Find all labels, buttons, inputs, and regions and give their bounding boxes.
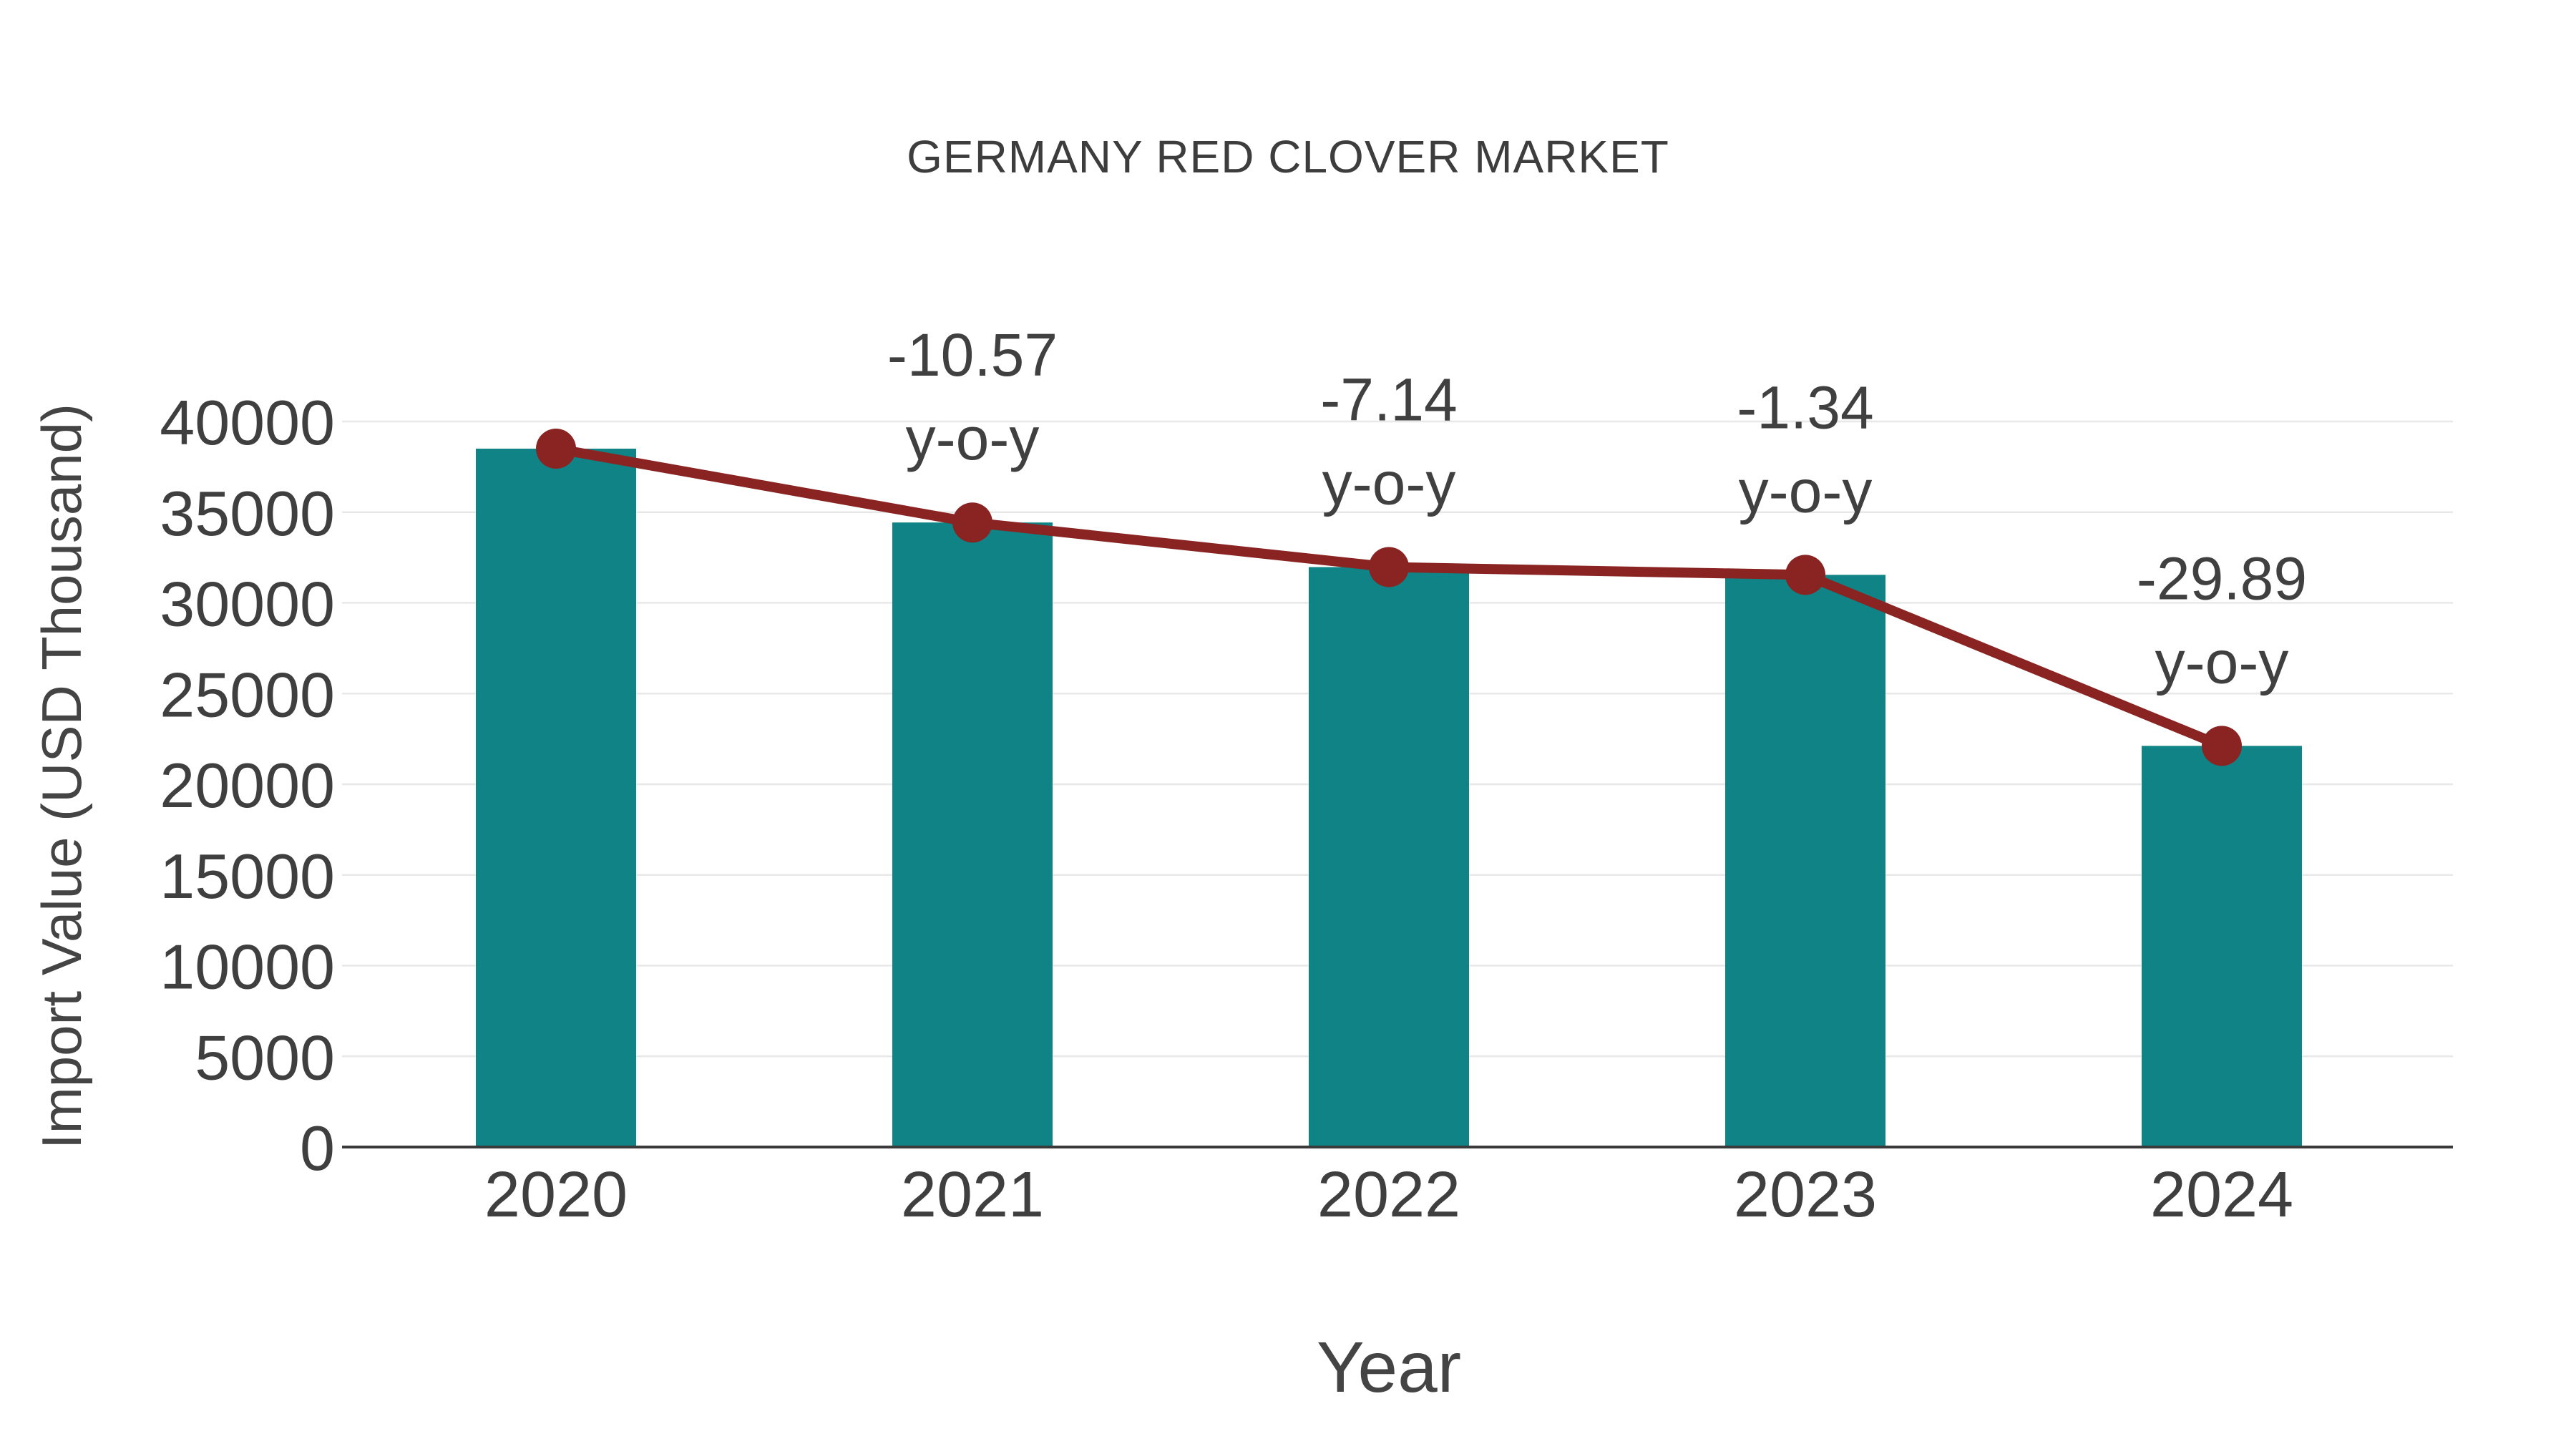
annotation-suffix: y-o-y [1739,457,1873,525]
y-axis-title: Import Value (USD Thousand) [30,404,93,1149]
annotation-value: -7.14 [1320,366,1457,434]
trend-marker [536,429,576,469]
x-tick-label: 2023 [1734,1159,1877,1231]
y-tick-labels: 0 5000 10000 15000 20000 25000 30000 35000 40000 [160,387,335,1184]
bar [2142,746,2302,1147]
y-tick-label: 40000 [160,387,335,458]
trend-marker [1785,555,1825,595]
y-tick-label: 25000 [160,659,335,730]
annotation-suffix: y-o-y [2155,628,2289,696]
trend-marker [1369,547,1409,587]
y-tick-label: 20000 [160,750,335,821]
y-tick-label: 0 [300,1113,335,1184]
x-axis-title: Year [1317,1327,1461,1407]
chart-title: GERMANY RED CLOVER MARKET [907,131,1669,182]
y-tick-label: 35000 [160,478,335,549]
annotations: -10.57 y-o-y -7.14 y-o-y -1.34 y-o-y -29.89 y-o… [887,321,2307,696]
annotation-suffix: y-o-y [906,405,1040,472]
x-tick-labels: 2020 2021 2022 2023 2024 [484,1159,2293,1231]
y-tick-label: 10000 [160,932,335,1002]
bar [892,522,1053,1147]
annotation-value: -1.34 [1737,374,1873,441]
bar [1725,575,1885,1147]
trend-marker [952,502,992,543]
y-tick-label: 15000 [160,841,335,912]
x-tick-label: 2021 [901,1159,1044,1231]
x-tick-label: 2024 [2150,1159,2293,1231]
annotation-value: -29.89 [2137,545,2307,612]
annotation-value: -10.57 [887,321,1058,389]
x-tick-label: 2020 [484,1159,628,1231]
annotation-suffix: y-o-y [1322,450,1456,517]
bar [476,449,636,1147]
y-tick-label: 30000 [160,569,335,640]
trend-marker [2202,726,2242,766]
bar [1309,567,1469,1147]
y-tick-label: 5000 [195,1022,335,1093]
bars [476,449,2302,1147]
x-tick-label: 2022 [1317,1159,1460,1231]
trend-line-group [536,429,2242,766]
